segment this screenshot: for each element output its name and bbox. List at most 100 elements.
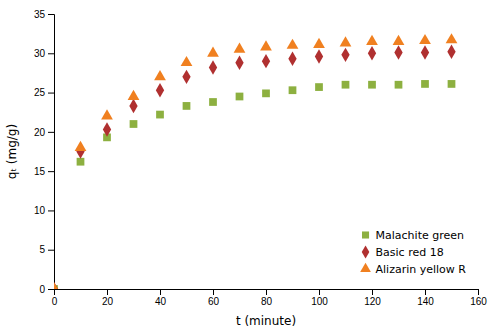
tick-label: 10 [34, 205, 46, 216]
tick-mark [48, 210, 54, 211]
point [154, 70, 166, 80]
tick-mark [48, 171, 54, 172]
tick: 60 [208, 289, 220, 307]
point [366, 35, 378, 45]
tick: 100 [311, 289, 328, 307]
point [341, 48, 349, 62]
point [75, 141, 87, 151]
points [54, 33, 457, 289]
tick-mark [107, 289, 108, 295]
point [235, 56, 243, 70]
tick: 15 [34, 166, 54, 177]
tick: 120 [364, 289, 381, 307]
point [77, 158, 85, 166]
tick: 20 [34, 127, 54, 138]
axis-line [55, 290, 479, 296]
tick-label: 40 [155, 296, 167, 307]
tick-mark [319, 289, 320, 295]
point [262, 89, 270, 97]
legend: Malachite green Basic red 18 Alizarin yell… [360, 229, 466, 276]
tick: 25 [34, 87, 54, 98]
tick-label: 160 [470, 296, 487, 307]
point [103, 122, 111, 136]
point [368, 46, 376, 60]
legend-label: Malachite green [376, 229, 464, 242]
point [394, 45, 402, 59]
tick-label: 5 [39, 244, 45, 255]
tick: 35 [34, 9, 54, 20]
tick-mark [266, 289, 267, 295]
plot: 0 20 40 60 80 100 120 140 160 0 5 10 15 20 25 30 35 Malac… [34, 9, 487, 307]
tick-label: 140 [417, 296, 434, 307]
tick-mark [48, 14, 54, 15]
point [315, 83, 323, 91]
series [54, 45, 456, 289]
tick-mark [48, 289, 54, 290]
tick-label: 120 [364, 296, 381, 307]
tick-label: 20 [34, 127, 46, 138]
point [395, 81, 403, 89]
point [181, 56, 193, 66]
tick-label: 30 [34, 48, 46, 59]
point [287, 39, 299, 49]
legend-marker [362, 245, 370, 258]
tick-label: 80 [261, 296, 273, 307]
tick: 80 [261, 289, 273, 307]
point [101, 109, 113, 119]
point [54, 282, 60, 289]
tick-label: 15 [34, 166, 46, 177]
tick: 140 [417, 289, 434, 307]
tick: 40 [155, 289, 167, 307]
tick-mark [425, 289, 426, 295]
point [262, 54, 270, 68]
y-axis: 0 5 10 15 20 25 30 35 [34, 9, 55, 295]
point [446, 33, 458, 43]
tick: 5 [39, 244, 54, 255]
point [207, 46, 219, 56]
point [289, 86, 297, 94]
point [342, 81, 350, 89]
tick-label: 20 [102, 296, 114, 307]
point [209, 60, 217, 74]
tick-mark [48, 132, 54, 133]
series [54, 80, 455, 289]
point [340, 36, 352, 46]
tick-mark [48, 93, 54, 94]
point [130, 120, 138, 128]
point [448, 80, 456, 88]
tick-label: 0 [39, 284, 45, 295]
point [182, 70, 190, 84]
tick-mark [48, 53, 54, 54]
point [419, 34, 431, 44]
tick-label: 60 [208, 296, 220, 307]
point [313, 38, 325, 48]
point [236, 93, 244, 101]
tick-label: 100 [311, 296, 328, 307]
tick-label: 35 [34, 9, 46, 20]
legend-marker [362, 231, 369, 238]
tick-label: 0 [52, 296, 58, 307]
tick-mark [48, 250, 54, 251]
tick: 20 [102, 289, 114, 307]
point [288, 52, 296, 66]
point [447, 45, 455, 59]
point [260, 40, 272, 50]
tick: 0 [39, 284, 54, 295]
point [421, 45, 429, 59]
legend-label: Basic red 18 [376, 246, 444, 259]
point [156, 83, 164, 97]
y-axis-title: qₜ (mg/g) [5, 124, 19, 179]
point [234, 43, 246, 53]
point [183, 102, 191, 110]
tick: 0 [52, 289, 58, 307]
point [128, 90, 140, 100]
tick: 160 [470, 289, 487, 307]
point [209, 98, 217, 106]
tick-mark [372, 289, 373, 295]
tick-mark [213, 289, 214, 295]
point [156, 111, 164, 119]
point [421, 80, 429, 88]
x-axis-title: t (minute) [236, 314, 296, 328]
series [54, 33, 457, 289]
legend-item: Alizarin yellow R [360, 263, 466, 276]
